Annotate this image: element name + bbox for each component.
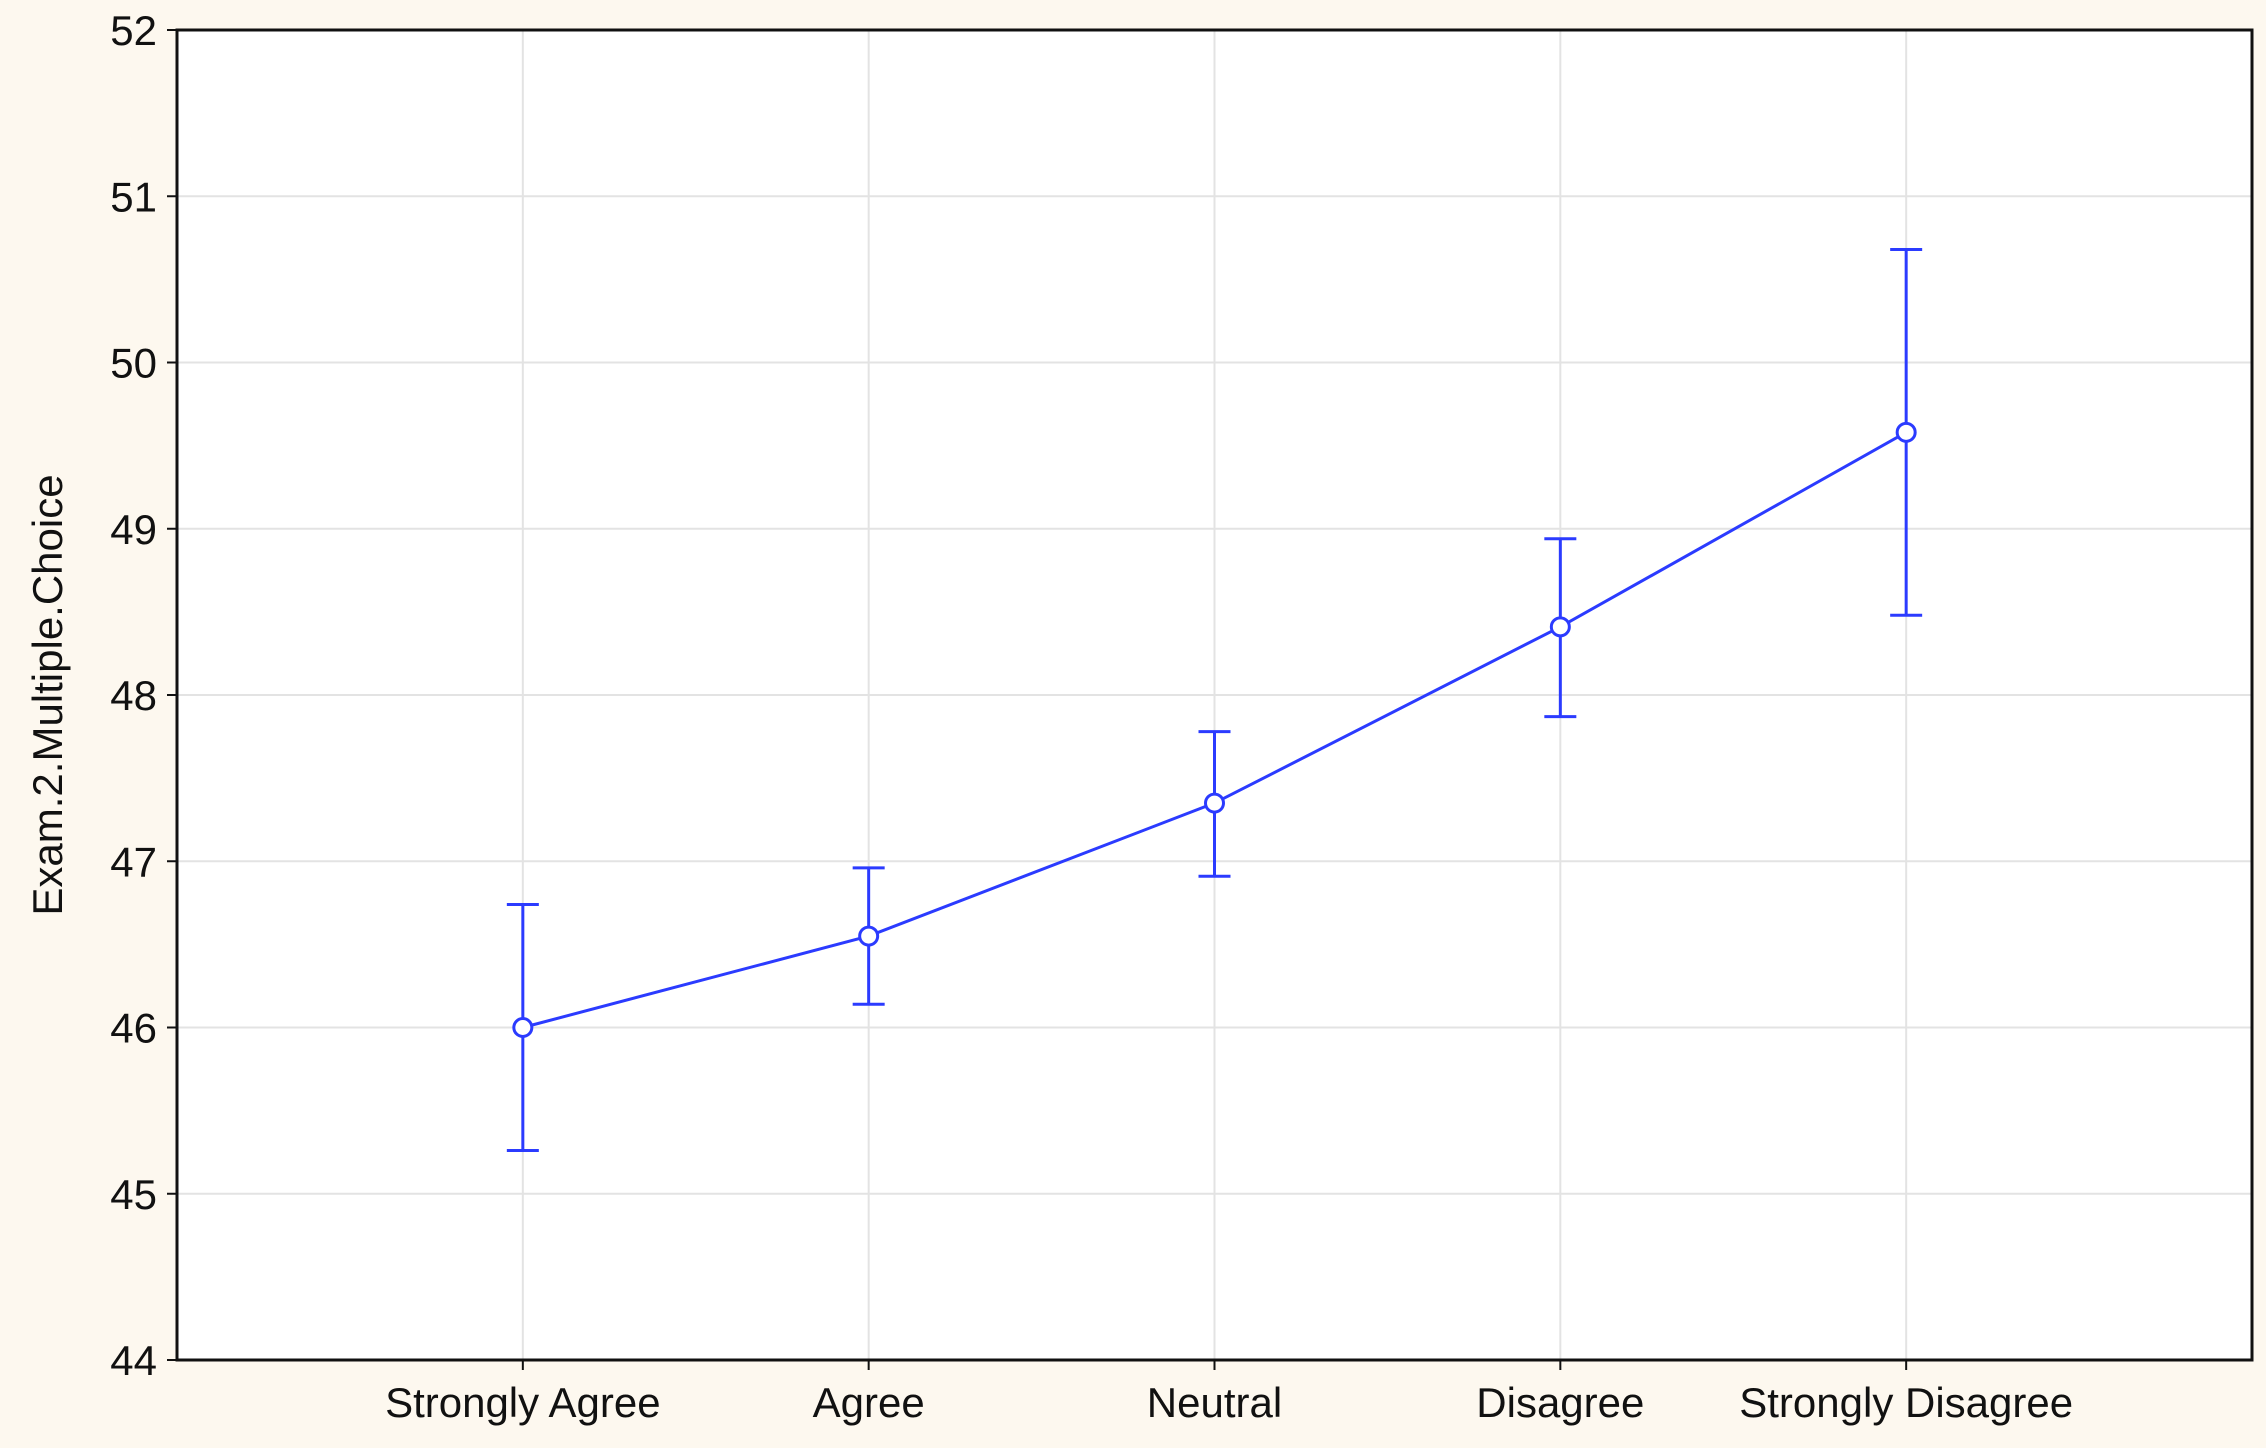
- y-tick-label: 44: [110, 1337, 157, 1384]
- y-tick-label: 49: [110, 506, 157, 553]
- x-axis-ticks: Strongly Agree Agree Neutral Disagree Strong…: [385, 1360, 2073, 1426]
- x-tick-label: Agree: [813, 1379, 925, 1426]
- y-tick-label: 50: [110, 340, 157, 387]
- series-layer: [506, 247, 1923, 1153]
- data-point: [1204, 792, 1225, 814]
- x-tick-label: Strongly Agree: [385, 1379, 661, 1426]
- x-tick-label: Strongly Disagree: [1739, 1379, 2073, 1426]
- data-point: [1895, 421, 1917, 443]
- y-tick-label: 47: [110, 838, 157, 885]
- y-tick-label: 45: [110, 1171, 157, 1218]
- y-tick-label: 48: [110, 672, 157, 719]
- y-tick-label: 52: [110, 7, 157, 54]
- data-point: [1549, 616, 1571, 638]
- data-point: [512, 1017, 534, 1038]
- x-tick-label: Disagree: [1476, 1379, 1644, 1426]
- data-point: [858, 925, 880, 947]
- plot-frame: [175, 28, 2254, 1362]
- y-tick-label: 46: [110, 1005, 157, 1052]
- y-axis-label: Exam.2.Multiple.Choice: [24, 474, 71, 915]
- y-axis-ticks: 44 45 46 47 48 49 50 51 52: [110, 7, 177, 1384]
- x-tick-label: Neutral: [1147, 1379, 1282, 1426]
- y-tick-label: 51: [110, 173, 157, 220]
